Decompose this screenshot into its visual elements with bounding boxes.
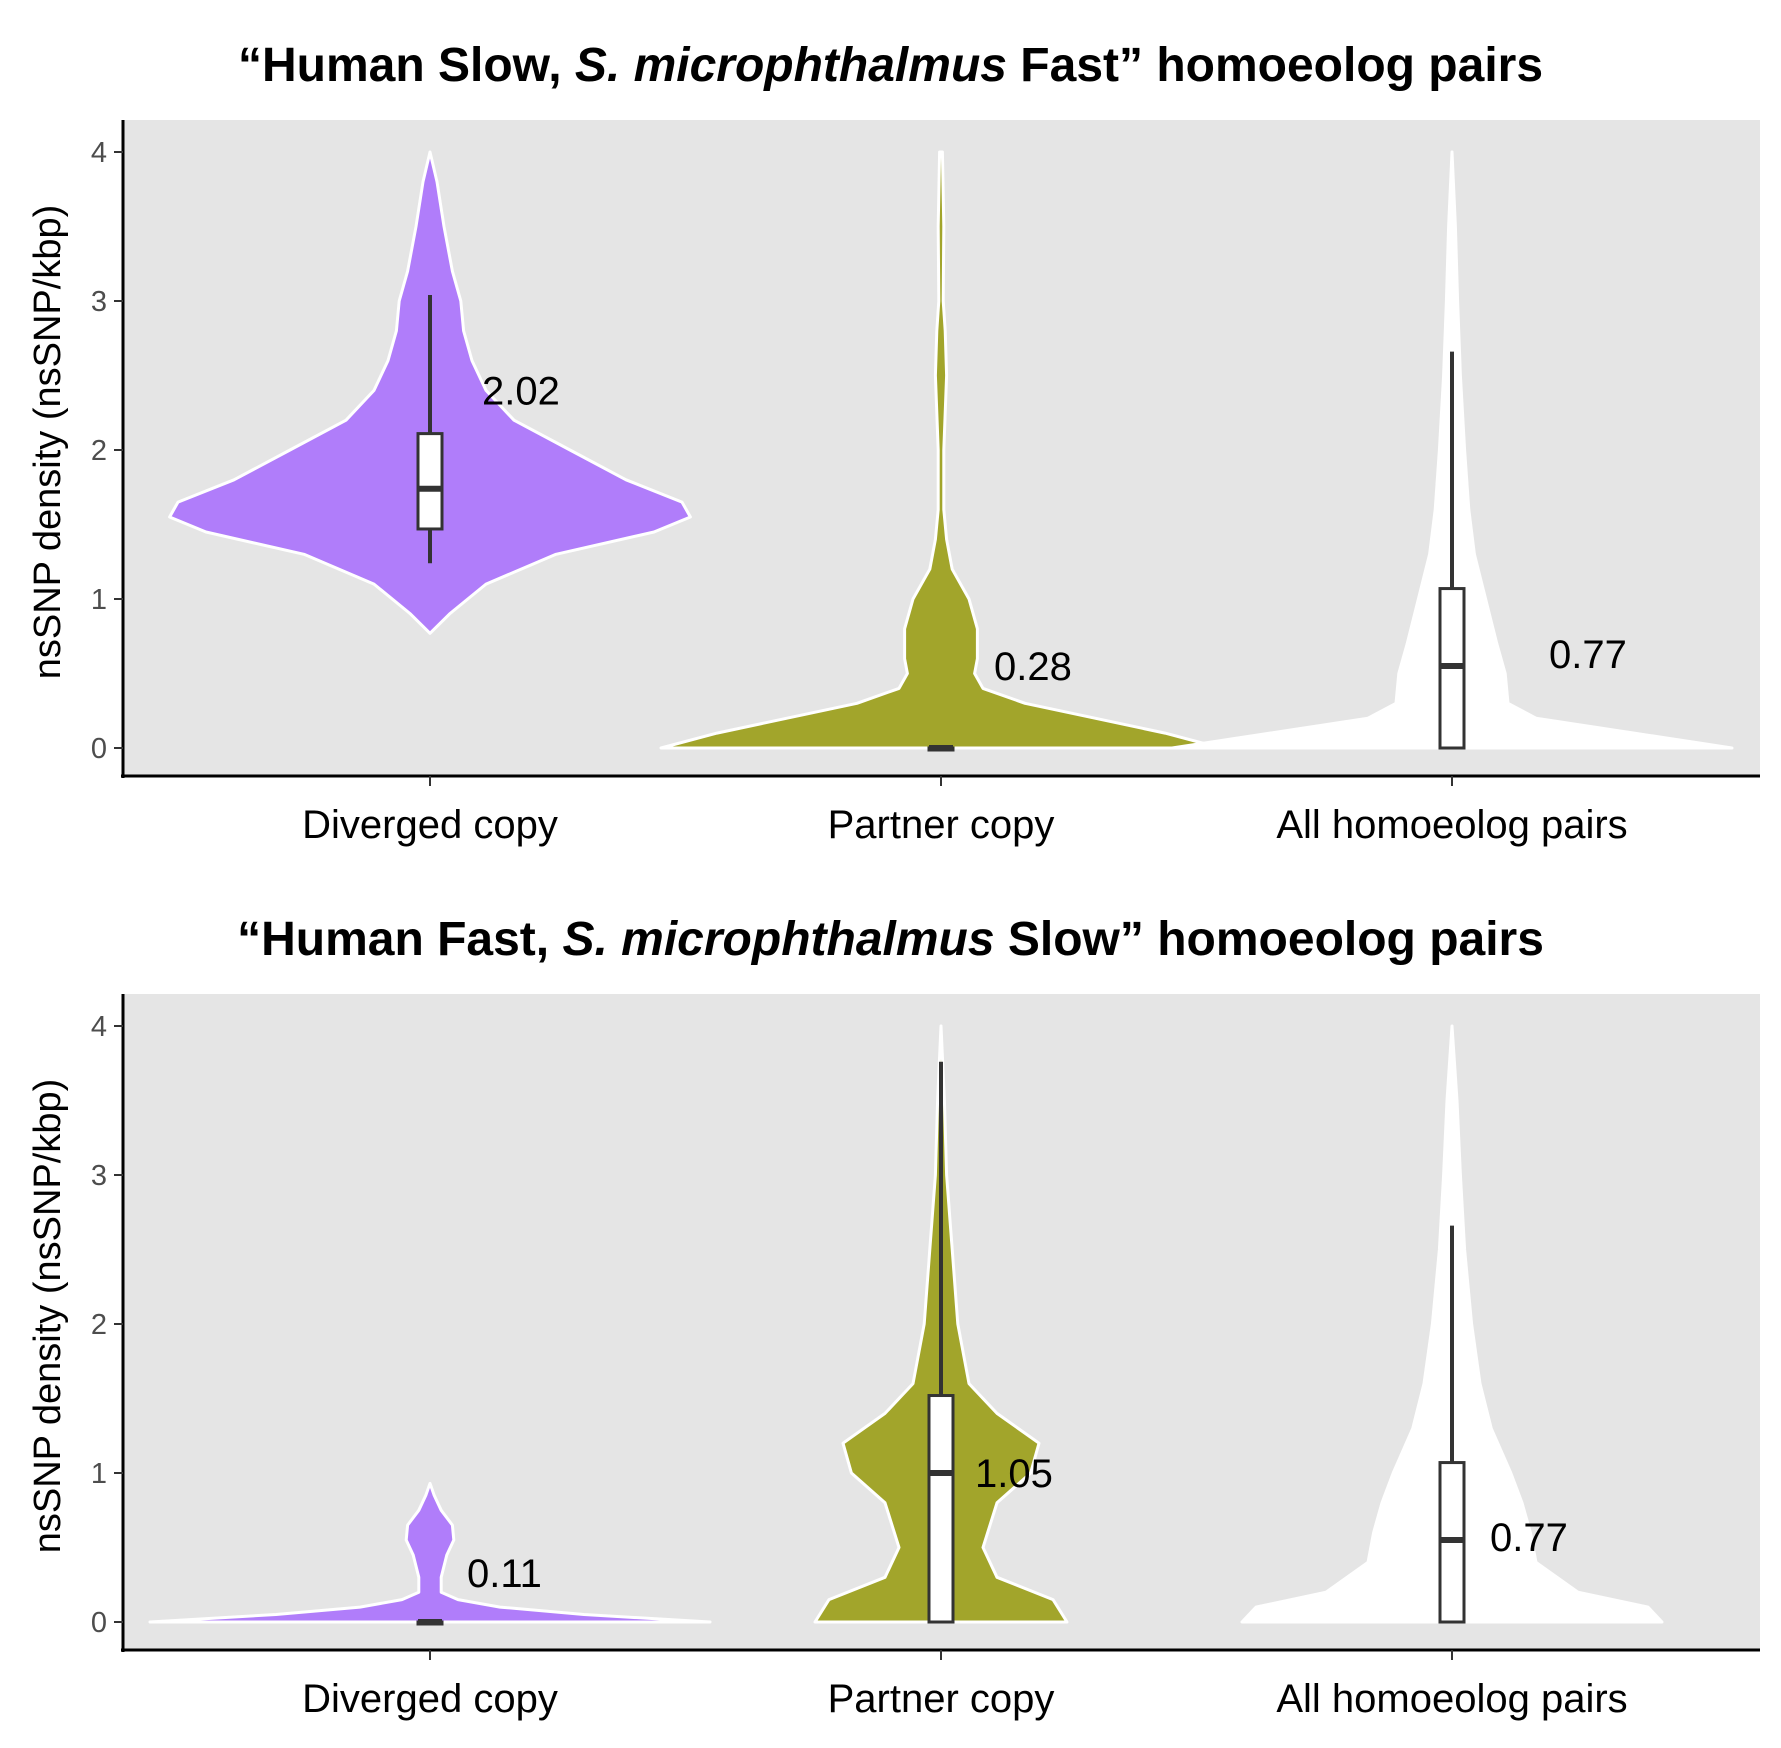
x-tick-label: Diverged copy	[302, 1677, 558, 1721]
box-iqr	[927, 1394, 955, 1624]
y-tick-label: 0	[91, 1607, 107, 1639]
x-tick-label: Partner copy	[828, 803, 1055, 847]
violin-chart: 0 1 2 3 4 nsSNP density (nsSNP/kbp) Diverged c…	[27, 120, 1760, 847]
x-tick-label: All homoeolog pairs	[1276, 1677, 1627, 1721]
data-label: 2.02	[482, 369, 560, 413]
x-tick-label: Partner copy	[828, 1677, 1055, 1721]
box-iqr	[416, 432, 444, 531]
y-tick-label: 3	[91, 286, 107, 318]
x-tick-label: All homoeolog pairs	[1276, 803, 1627, 847]
y-axis-title: nsSNP density (nsSNP/kbp)	[27, 205, 69, 680]
chart-panel-top: “Human Slow, S. microphthalmus Fast” hom…	[27, 39, 1760, 847]
y-tick-label: 1	[91, 584, 107, 616]
data-label: 0.77	[1549, 633, 1627, 677]
y-tick-label: 4	[91, 137, 107, 169]
violin-shape	[148, 1481, 712, 1624]
y-tick-label: 4	[91, 1011, 107, 1043]
chart-title: “Human Fast, S. microphthalmus Slow” hom…	[237, 913, 1544, 966]
violin-chart: 0 1 2 3 4 nsSNP density (nsSNP/kbp) Diverged c…	[27, 994, 1760, 1721]
chart-panel-bottom: “Human Fast, S. microphthalmus Slow” hom…	[0, 874, 1781, 1748]
y-tick-label: 3	[91, 1160, 107, 1192]
data-label: 0.28	[994, 645, 1072, 689]
y-axis-title: nsSNP density (nsSNP/kbp)	[27, 1079, 69, 1554]
x-tick-label: Diverged copy	[302, 803, 558, 847]
y-tick-label: 2	[91, 435, 107, 467]
data-label: 0.11	[467, 1552, 542, 1596]
y-tick-label: 0	[91, 733, 107, 765]
y-tick-label: 2	[91, 1309, 107, 1341]
chart-title: “Human Slow, S. microphthalmus Fast” hom…	[237, 39, 1544, 92]
violin-shape	[659, 150, 1223, 750]
y-tick-label: 1	[91, 1458, 107, 1490]
data-label: 0.77	[1490, 1516, 1568, 1560]
data-label: 1.05	[975, 1452, 1053, 1496]
